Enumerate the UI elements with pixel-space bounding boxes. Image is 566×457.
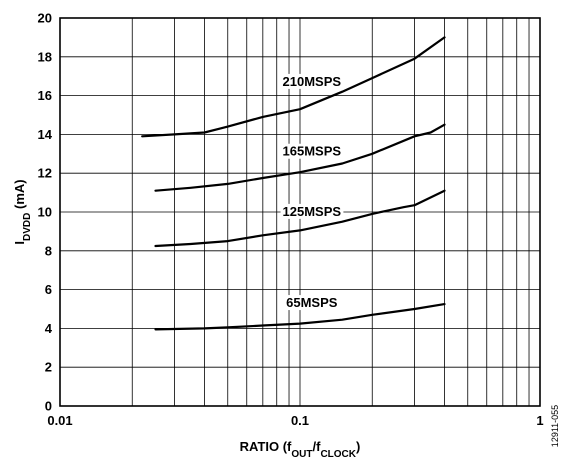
series-label-background bbox=[280, 203, 344, 219]
y-tick-label: 2 bbox=[45, 360, 52, 375]
tick-labels: 0 2 4 6 8 10 12 14 16 18 20 0.01 0.1 1 bbox=[38, 11, 544, 429]
figure-code: 12911-055 bbox=[550, 405, 560, 447]
series-label-background bbox=[280, 143, 344, 159]
y-tick-label: 18 bbox=[38, 49, 52, 64]
y-tick-label: 6 bbox=[45, 282, 52, 297]
y-tick-label: 16 bbox=[38, 88, 52, 103]
series-label-background bbox=[280, 73, 344, 89]
y-tick-label: 8 bbox=[45, 243, 52, 258]
x-tick-label: 0.1 bbox=[291, 413, 309, 428]
x-axis-title: RATIO (fOUT/fCLOCK) bbox=[240, 439, 361, 457]
series-label-210msps: 210MSPS bbox=[283, 74, 342, 89]
series-line-125msps bbox=[154, 189, 446, 248]
x-tick-label: 0.01 bbox=[47, 413, 72, 428]
x-axis-sub-clock: CLOCK bbox=[320, 449, 356, 457]
y-tick-label: 4 bbox=[45, 321, 53, 336]
y-axis-title: IDVDD (mA) bbox=[12, 179, 33, 244]
x-axis-sub-out: OUT bbox=[291, 449, 312, 457]
series-label-65msps: 65MSPS bbox=[286, 295, 338, 310]
x-tick-label: 1 bbox=[536, 413, 543, 428]
y-tick-label: 10 bbox=[38, 205, 52, 220]
series-lines bbox=[141, 36, 446, 331]
series-line-65msps bbox=[154, 303, 446, 331]
series-label-165msps: 165MSPS bbox=[283, 144, 342, 159]
series-labels: 210MSPS 165MSPS 125MSPS 65MSPS bbox=[280, 73, 344, 311]
y-tick-label: 12 bbox=[38, 166, 52, 181]
plot-frame bbox=[59, 17, 541, 407]
series-line-165msps bbox=[154, 123, 446, 192]
y-tick-label: 14 bbox=[38, 127, 53, 142]
series-label-125msps: 125MSPS bbox=[283, 204, 342, 219]
series-line-210msps bbox=[141, 36, 446, 138]
y-tick-label: 0 bbox=[45, 399, 52, 414]
y-axis-sub-dvdd: DVDD bbox=[22, 213, 33, 241]
series-label-background bbox=[284, 295, 340, 311]
grid bbox=[60, 18, 540, 406]
y-tick-label: 20 bbox=[38, 11, 52, 26]
